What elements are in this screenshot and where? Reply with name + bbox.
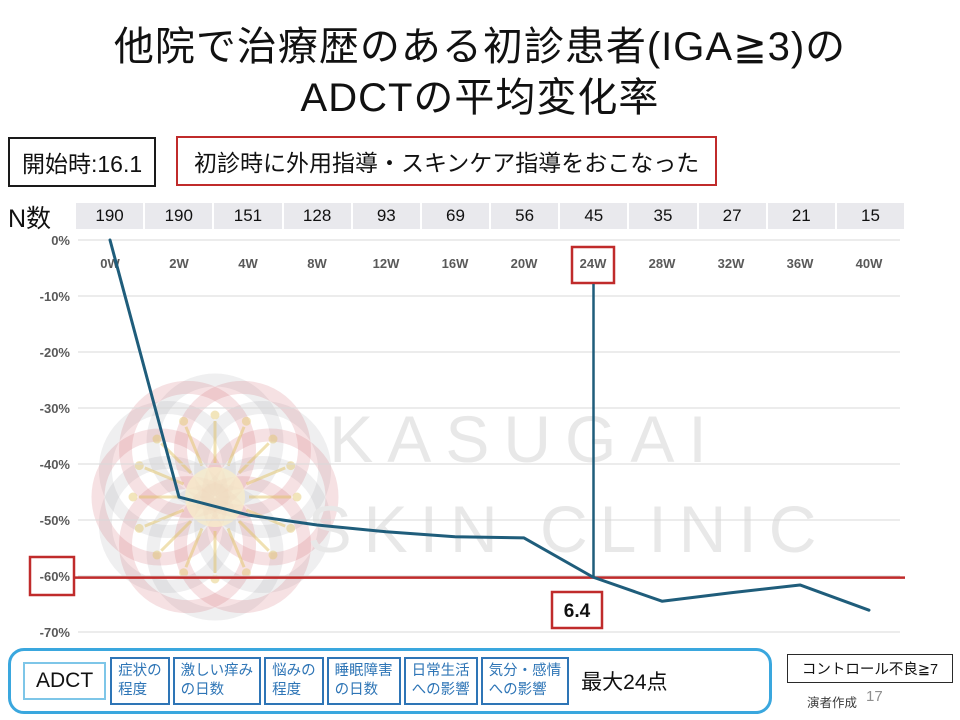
n-count-cell: 128	[283, 203, 351, 229]
flower-petal-gray	[98, 456, 236, 593]
flower-petal-pink	[174, 380, 311, 518]
adct-component-box: 睡眠障害 の日数	[326, 657, 401, 705]
n-count-cell: 151	[214, 203, 282, 229]
x-tick-label: 20W	[511, 256, 538, 271]
flower-logo-icon	[91, 373, 339, 621]
flower-ray	[184, 426, 204, 467]
flower-ray-dot	[268, 550, 278, 560]
y-tick-label: -40%	[40, 457, 71, 472]
flower-ray-dot	[179, 416, 189, 426]
slide-title-line2: ADCTの平均変化率	[300, 76, 660, 121]
x-tick-label: 12W	[373, 256, 400, 271]
x-tick-label: 16W	[442, 256, 469, 271]
flower-ray	[226, 426, 246, 467]
guidance-note-box: 初診時に外用指導・スキンケア指導をおこなった	[176, 136, 718, 186]
flower-ray-dot	[241, 568, 251, 578]
data-line-adct	[108, 238, 871, 612]
value-label-text: 6.4	[564, 601, 591, 622]
n-count-cell: 93	[352, 203, 420, 229]
x-tick-label: 8W	[307, 256, 327, 271]
y-tick-label: -10%	[40, 289, 71, 304]
flower-ray-dot	[152, 550, 162, 560]
flower-ray	[144, 508, 185, 528]
flower-ray-dot	[292, 492, 302, 502]
adct-label-box: ADCT	[23, 662, 107, 700]
highlight-box-24w	[570, 245, 616, 285]
slide-title: 他院で治療歴のある初診患者(IGA≧3)の ADCTの平均変化率	[0, 22, 960, 124]
y-tick-label: 0%	[51, 233, 70, 248]
adct-legend-strip: ADCT 症状の 程度 激しい痒み の日数 悩みの 程度 睡眠障害 の日数 日常生活 への影響 気分…	[8, 648, 772, 714]
adct-component-box: 気分・感情 への影響	[480, 657, 570, 705]
flower-ray	[245, 466, 286, 486]
baseline-score-box: 開始時:16.1	[8, 137, 157, 187]
adct-component-box: 日常生活 への影響	[403, 657, 478, 705]
flower-ray	[144, 466, 185, 486]
n-count-row: 190 190 151 128 93 69 56 45 35 27 21 15	[76, 203, 905, 229]
flower-ray-dot	[134, 523, 144, 533]
flower-petal-pink	[174, 476, 311, 614]
flower-ray	[237, 442, 270, 475]
flower-ray-dot	[152, 434, 162, 444]
n-count-cell: 190	[76, 203, 144, 229]
y-tick-label: -50%	[40, 513, 71, 528]
y-tick-label: -60%	[40, 569, 71, 584]
flower-ray	[160, 519, 193, 552]
flower-ray-dot	[179, 568, 189, 578]
n-count-cell: 190	[145, 203, 213, 229]
x-tick-label: 28W	[649, 256, 676, 271]
highlight-box-minus60	[28, 555, 76, 597]
adct-component-box: 悩みの 程度	[264, 657, 324, 705]
flower-petal-pink	[119, 380, 256, 518]
watermark-text-line2: SKIN CLINIC	[308, 492, 829, 566]
n-count-cell: 56	[491, 203, 559, 229]
flower-ray-dot	[286, 461, 296, 471]
n-count-cell: 21	[767, 203, 835, 229]
n-count-label: N数	[8, 205, 52, 233]
flower-ray-dot	[128, 492, 138, 502]
y-tick-label: -70%	[40, 625, 71, 640]
flower-ray-dot	[241, 416, 251, 426]
x-tick-label: 40W	[856, 256, 883, 271]
adct-component-box: 症状の 程度	[110, 657, 170, 705]
flower-ray-dot	[134, 461, 144, 471]
adct-legend-items: 症状の 程度 激しい痒み の日数 悩みの 程度 睡眠障害 の日数 日常生活 への影響 気分・感情 への…	[110, 657, 570, 705]
flower-ray	[237, 519, 270, 552]
slide-title-line1: 他院で治療歴のある初診患者(IGA≧3)の	[113, 25, 847, 69]
y-tick-label: -20%	[40, 345, 71, 360]
n-count-cell: 69	[421, 203, 490, 229]
adct-component-box: 激しい痒み の日数	[172, 657, 262, 705]
x-tick-label: 36W	[787, 256, 814, 271]
n-count-cell: 45	[560, 203, 628, 229]
flower-ray-dot	[268, 434, 278, 444]
flower-ray-dot	[286, 523, 296, 533]
flower-center	[185, 467, 245, 527]
x-tick-label: 24W	[580, 256, 607, 271]
flower-ray	[184, 527, 204, 568]
flower-ray	[226, 527, 246, 568]
credit-label: 演者作成	[807, 696, 858, 710]
flower-ray-dot	[210, 410, 220, 420]
y-tick-label: -30%	[40, 401, 71, 416]
n-count-cell: 35	[629, 203, 697, 229]
n-count-cell: 27	[698, 203, 766, 229]
max-score-label: 最大24点	[581, 671, 668, 694]
x-tick-label: 32W	[718, 256, 745, 271]
x-tick-label: 2W	[169, 256, 189, 271]
value-label-box	[550, 590, 604, 630]
n-count-cell: 15	[836, 203, 905, 229]
flower-petal-pink	[119, 476, 256, 614]
x-tick-label: 4W	[238, 256, 258, 271]
page-number: 17	[866, 688, 883, 705]
control-threshold-box: コントロール不良≧7	[787, 654, 953, 683]
